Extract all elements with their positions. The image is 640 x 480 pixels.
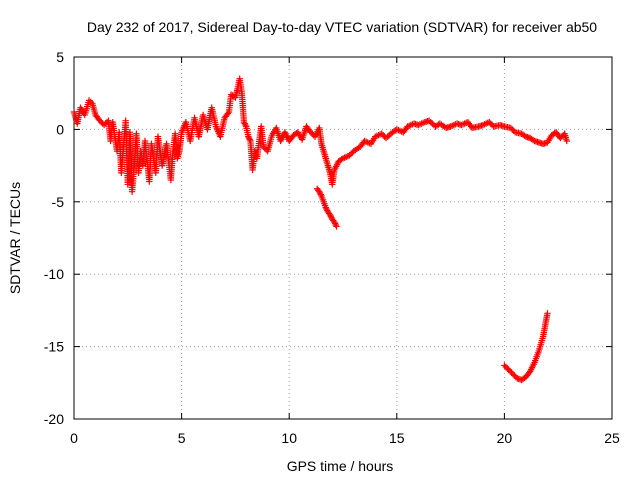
- data-point-marker: [521, 132, 528, 139]
- data-point-marker: [486, 118, 493, 126]
- data-point-marker: [316, 188, 323, 195]
- data-point-marker: [245, 133, 252, 140]
- y-tick-label: 5: [56, 49, 64, 65]
- chart-title: Day 232 of 2017, Sidereal Day-to-day VTE…: [87, 19, 597, 35]
- y-tick-label: -20: [44, 411, 64, 427]
- x-tick-label: 0: [70, 430, 78, 446]
- data-point-marker: [332, 221, 340, 229]
- data-point-marker: [558, 133, 565, 140]
- data-point-marker: [378, 130, 385, 137]
- data-point-marker: [331, 220, 339, 227]
- data-point-marker: [241, 120, 248, 127]
- data-point-marker: [346, 152, 353, 159]
- data-point-marker: [102, 120, 109, 127]
- grid-lines: [74, 57, 612, 419]
- data-point-marker: [384, 133, 391, 140]
- axis-ticks: [73, 56, 613, 420]
- data-point-marker: [98, 118, 105, 126]
- data-point-marker: [317, 191, 324, 198]
- data-point-marker: [504, 365, 511, 372]
- data-point-marker: [261, 145, 269, 152]
- data-point-marker: [427, 118, 434, 126]
- data-point-marker: [511, 372, 518, 379]
- data-point-marker: [489, 121, 496, 129]
- data-point-marker: [425, 117, 433, 124]
- data-point-marker: [260, 143, 267, 150]
- data-point-marker: [347, 150, 355, 158]
- data-point-marker: [316, 189, 324, 197]
- data-point-marker: [506, 368, 514, 375]
- y-tick-label: 0: [56, 121, 64, 137]
- y-tick-label: -5: [52, 194, 65, 210]
- data-point-marker: [379, 131, 387, 139]
- y-axis-label: SDTVAR / TECUs: [7, 182, 23, 294]
- data-point-marker: [382, 134, 390, 142]
- data-point-marker: [509, 126, 516, 133]
- x-tick-label: 5: [178, 430, 186, 446]
- data-point-marker: [487, 120, 494, 127]
- data-point-marker: [501, 362, 508, 369]
- data-point-marker: [502, 363, 510, 371]
- y-tick-label: -15: [44, 339, 64, 355]
- x-axis-label: GPS time / hours: [287, 458, 394, 474]
- data-point-marker: [245, 134, 253, 142]
- data-point-marker: [240, 118, 248, 126]
- data-point-marker: [509, 370, 517, 378]
- x-tick-label: 15: [389, 430, 405, 446]
- data-point-marker: [563, 137, 571, 145]
- data-point-marker: [557, 134, 564, 142]
- data-point-marker: [333, 223, 340, 230]
- plot-frame: [73, 56, 613, 420]
- y-tick-label: -10: [44, 266, 64, 282]
- data-point-marker: [505, 366, 512, 373]
- x-tick-label: 25: [604, 430, 620, 446]
- x-tick-labels: 0 5 10 15 20 25: [70, 430, 620, 446]
- data-point-marker: [544, 310, 551, 317]
- data-point-marker: [327, 213, 335, 220]
- data-point-marker: [246, 136, 253, 143]
- data-point-marker: [507, 124, 515, 132]
- data-point-marker: [307, 129, 314, 136]
- data-point-marker: [322, 204, 329, 211]
- x-tick-label: 10: [281, 430, 297, 446]
- x-tick-label: 20: [497, 430, 513, 446]
- data-point-marker: [326, 211, 334, 219]
- data-point-marker: [323, 205, 330, 213]
- data-point-marker: [224, 110, 232, 117]
- data-point-marker: [331, 218, 338, 226]
- data-point-marker: [407, 121, 414, 129]
- data-point-marker: [96, 117, 104, 124]
- data-points: [70, 75, 571, 384]
- data-point-marker: [386, 131, 393, 139]
- y-tick-labels: 5 0 -5 -10 -15 -20: [44, 49, 64, 427]
- data-point-marker: [242, 121, 249, 129]
- data-point-marker: [508, 369, 515, 376]
- data-point-marker: [529, 136, 537, 144]
